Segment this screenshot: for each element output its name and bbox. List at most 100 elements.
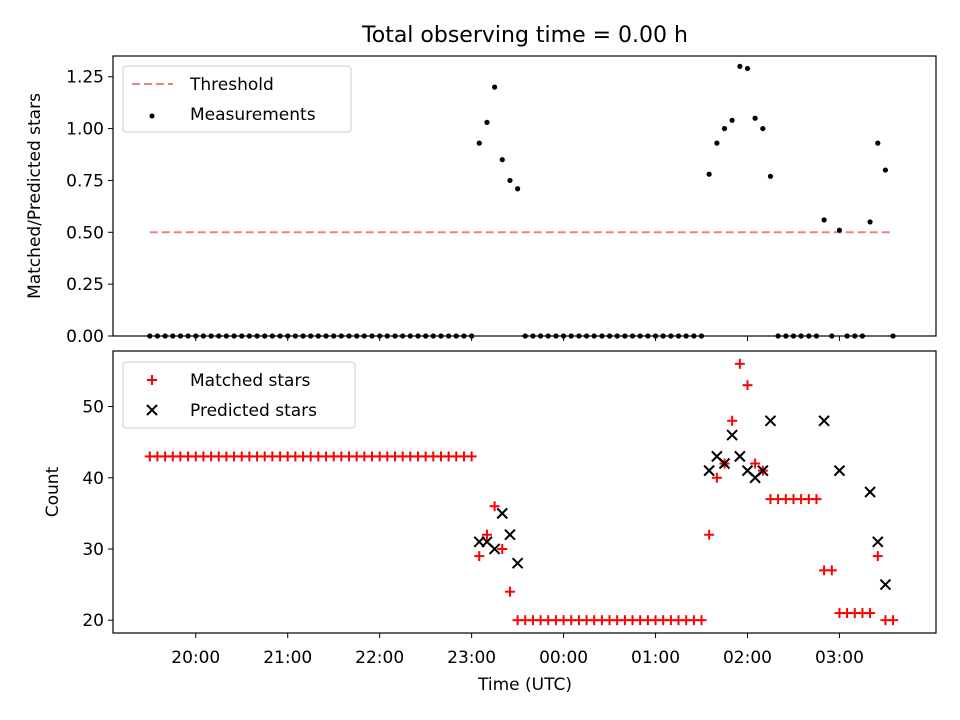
measurement-point: [806, 333, 812, 339]
measurement-point: [323, 333, 329, 339]
xtick-label: 03:00: [815, 648, 864, 668]
measurement-point: [706, 171, 712, 177]
ytick-label: 0.75: [66, 171, 104, 191]
measurement-point: [729, 117, 735, 123]
matched-star-point: [704, 529, 715, 540]
predicted-star-point: [879, 578, 892, 591]
measurement-point: [277, 333, 283, 339]
measurement-point: [446, 333, 452, 339]
top-marks: [147, 63, 896, 339]
measurement-point: [354, 333, 360, 339]
matched-legend-swatch: [147, 375, 157, 385]
measurement-point: [721, 125, 728, 132]
legend-threshold-label: Threshold: [189, 75, 274, 95]
measurement-point: [193, 333, 199, 339]
measurement-point: [537, 333, 544, 339]
measurement-point: [300, 333, 306, 339]
measurement-point: [560, 333, 567, 339]
matched-star-point: [711, 472, 722, 483]
matched-star-point: [466, 451, 477, 462]
measurement-point: [683, 333, 689, 339]
xtick-label: 23:00: [447, 648, 496, 668]
measurement-point: [346, 333, 352, 339]
ytick-label: 40: [82, 469, 104, 489]
matched-star-point: [872, 551, 883, 562]
measurement-point: [622, 333, 628, 339]
xtick-label: 22:00: [355, 648, 404, 668]
measurement-point: [453, 333, 459, 339]
measurement-point: [844, 333, 850, 339]
measurement-point: [583, 333, 590, 339]
measurement-point: [177, 333, 184, 339]
matched-star-point: [811, 494, 822, 505]
matched-star-point: [727, 415, 738, 426]
top-yticks: 0.00 0.25 0.50 0.75 1.00 1.25: [66, 68, 113, 347]
measurement-point: [415, 333, 421, 339]
measurement-point: [338, 333, 344, 339]
measurement-point: [315, 333, 321, 339]
measurement-point: [246, 333, 252, 339]
measurement-point: [308, 333, 314, 339]
measurement-point: [691, 333, 697, 339]
measurement-point: [200, 333, 206, 339]
measurement-point: [392, 333, 398, 339]
ytick-label: 30: [82, 540, 104, 560]
matched-star-point: [696, 615, 707, 626]
measurement-point: [285, 333, 291, 339]
bottom-yticks: 20 30 40 50: [82, 398, 113, 631]
measurement-point: [170, 333, 176, 339]
measurement-point: [216, 333, 222, 339]
measurement-point: [331, 333, 337, 339]
bottom-panel: Count Time (UTC) 20 30 40 50 20:00 21:00 22:0…: [43, 350, 937, 695]
measurement-point: [292, 333, 298, 339]
measurement-point: [369, 333, 375, 339]
measurement-point: [606, 333, 613, 339]
measurement-point: [231, 333, 237, 339]
measurement-point: [377, 333, 383, 339]
measurement-point: [668, 333, 674, 339]
predicted-star-point: [833, 464, 846, 477]
legend-measurements-label: Measurements: [190, 105, 316, 125]
bottom-xlabel: Time (UTC): [477, 675, 572, 695]
measurement-point: [400, 333, 406, 339]
measurement-point: [790, 333, 797, 339]
predicted-star-point: [764, 415, 777, 427]
measurement-point: [147, 333, 153, 339]
measurement-point: [438, 333, 444, 339]
predicted-star-point: [504, 529, 516, 541]
measurement-point: [568, 333, 574, 339]
predicted-star-point: [734, 450, 746, 463]
matched-star-point: [474, 551, 485, 562]
xtick-label: 00:00: [539, 648, 588, 668]
matched-star-point: [750, 458, 761, 469]
xtick-label: 01:00: [631, 648, 680, 668]
measurement-point: [660, 333, 666, 339]
measurement-point: [798, 333, 804, 339]
measurement-point: [208, 333, 214, 339]
measurement-point: [637, 333, 643, 339]
measurement-point: [484, 119, 490, 125]
predicted-star-point: [757, 464, 769, 477]
measurement-point: [461, 333, 467, 339]
measurement-point: [783, 333, 789, 339]
matched-star-point: [497, 543, 508, 554]
measurement-point: [185, 333, 191, 339]
measurement-point: [269, 333, 275, 339]
predicted-star-point: [496, 507, 508, 520]
predicted-star-point: [718, 457, 731, 470]
measurement-point: [476, 140, 482, 146]
ytick-label: 0.50: [66, 223, 104, 243]
measurement-point: [507, 177, 513, 184]
measurement-point: [545, 333, 551, 339]
measurement-point: [775, 333, 781, 339]
matched-star-point: [742, 380, 753, 391]
matched-star-point: [888, 615, 899, 626]
measurement-point: [852, 333, 858, 339]
measurement-point: [239, 333, 245, 339]
measurement-point: [384, 333, 390, 339]
measurement-point: [361, 333, 367, 339]
measurement-point: [867, 219, 873, 225]
matched-star-point: [826, 565, 837, 576]
measurement-point: [836, 227, 843, 233]
measurement-point: [522, 333, 528, 339]
